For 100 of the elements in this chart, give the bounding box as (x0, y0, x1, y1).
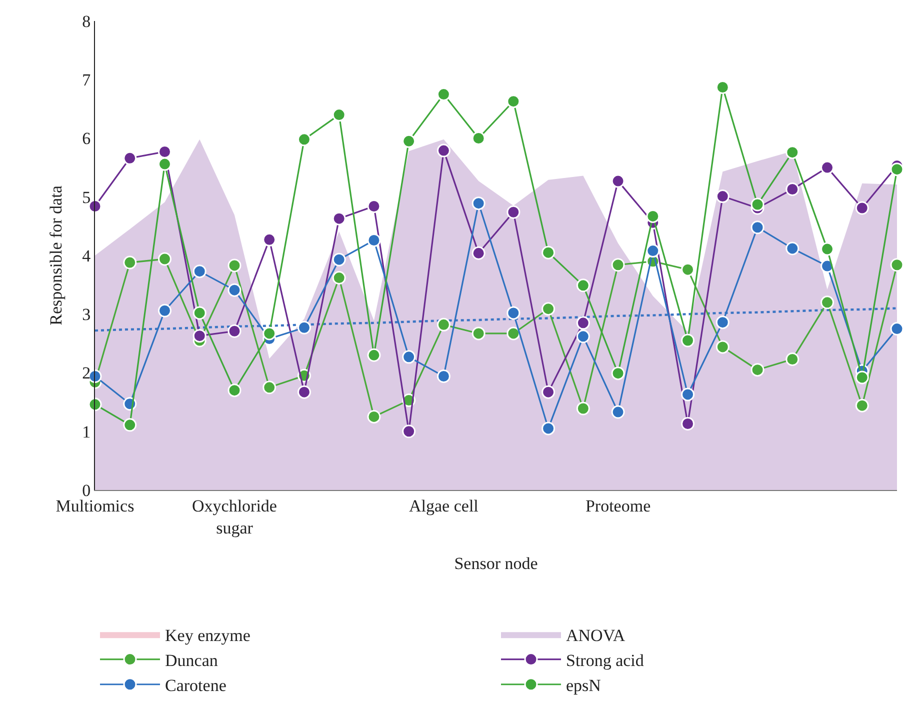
point (436, 88, 450, 102)
point (123, 418, 137, 432)
point (716, 340, 730, 354)
point (367, 348, 381, 362)
x-tick-label: Oxychloride sugar (192, 496, 277, 538)
point (297, 385, 311, 399)
point (436, 370, 450, 384)
point (262, 232, 276, 246)
point (681, 388, 695, 402)
legend-label: Duncan (165, 650, 218, 670)
point (228, 324, 242, 338)
point (750, 363, 764, 377)
point (855, 201, 869, 215)
point (472, 132, 486, 145)
y-tick-label: 3 (82, 305, 91, 324)
point (786, 182, 800, 196)
point (542, 302, 556, 316)
point (506, 94, 520, 108)
point (228, 258, 242, 272)
legend-label: epsN (566, 676, 601, 696)
point (786, 242, 800, 256)
point (506, 326, 520, 340)
point (750, 220, 764, 234)
point (890, 322, 904, 336)
point (402, 350, 416, 364)
legend-label: Key enzyme (165, 626, 250, 645)
point (506, 306, 520, 320)
point (786, 146, 800, 160)
point (262, 380, 276, 394)
point (88, 370, 102, 384)
y-tick-label: 7 (82, 70, 92, 90)
point (297, 320, 311, 334)
point (158, 157, 172, 171)
point (192, 329, 206, 343)
point (542, 422, 556, 436)
point (123, 256, 137, 270)
point (262, 326, 276, 340)
legend-label: ANOVA (566, 626, 626, 645)
y-tick-label: 8 (82, 12, 91, 31)
x-tick-label: Algae cell (409, 496, 479, 516)
point (332, 108, 346, 122)
y-tick-label: 4 (82, 246, 92, 266)
point (158, 144, 172, 158)
point (611, 366, 625, 380)
y-axis-title: Responsible for data (46, 185, 66, 326)
point (506, 205, 520, 219)
point (890, 258, 904, 272)
point (820, 160, 834, 174)
point (228, 384, 242, 398)
point (402, 134, 416, 148)
point (158, 252, 172, 266)
point (123, 151, 137, 165)
point (158, 304, 172, 318)
point (367, 410, 381, 424)
y-tick-label: 5 (82, 188, 91, 207)
point (855, 370, 869, 384)
point (297, 132, 311, 146)
point (646, 244, 660, 258)
y-tick-label: 6 (82, 129, 91, 148)
point (88, 398, 102, 412)
point (820, 242, 834, 256)
point (367, 200, 381, 214)
point (88, 200, 102, 214)
point (436, 144, 450, 158)
legend-label: Carotene (165, 676, 226, 696)
point (542, 246, 556, 260)
x-tick-label: Proteome (585, 496, 651, 516)
point (716, 190, 730, 204)
point (576, 316, 590, 330)
legend-label: Strong acid (566, 650, 644, 670)
point (332, 252, 346, 266)
point (228, 283, 242, 297)
point (820, 296, 834, 310)
point (750, 198, 764, 212)
point (681, 262, 695, 276)
point (332, 212, 346, 226)
point (855, 398, 869, 412)
point (716, 316, 730, 330)
point (472, 196, 486, 210)
point (542, 385, 556, 399)
point (472, 246, 486, 260)
point (681, 334, 695, 348)
point (786, 352, 800, 366)
point (436, 318, 450, 332)
point (576, 278, 590, 292)
point (576, 402, 590, 416)
point (367, 234, 381, 248)
y-tick-label: 1 (82, 422, 91, 442)
point (646, 209, 660, 223)
point (192, 306, 206, 320)
point (576, 330, 590, 344)
x-axis-title: Sensor node (454, 554, 538, 573)
point (192, 264, 206, 278)
point (890, 162, 904, 176)
point (611, 174, 625, 188)
point (716, 80, 730, 94)
point (402, 424, 416, 438)
point (611, 258, 625, 272)
point (472, 326, 486, 340)
point (611, 405, 625, 419)
